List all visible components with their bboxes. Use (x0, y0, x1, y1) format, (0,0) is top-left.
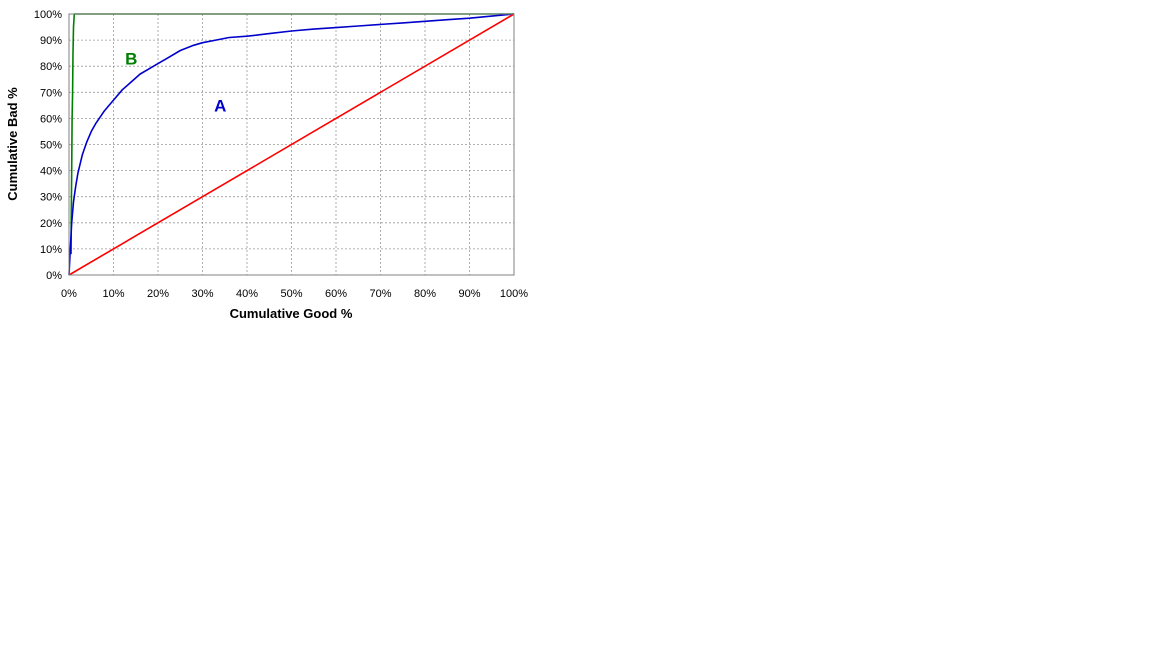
series-line-1 (68, 13, 515, 276)
y-tick-label: 40% (40, 166, 62, 178)
series-line-2 (68, 13, 515, 276)
y-tick-label: 100% (34, 9, 62, 21)
y-tick-label: 50% (40, 140, 62, 152)
x-tick-label: 30% (191, 288, 213, 300)
annotations: BA (125, 49, 226, 115)
y-tick-label: 0% (46, 270, 62, 282)
y-tick-label: 10% (40, 244, 62, 256)
x-tick-labels: 0% 10% 20% 30% 40% 50% 60% 70% 80% 90% 100% (61, 288, 528, 300)
y-tick-label: 60% (40, 113, 62, 125)
plot-border (68, 13, 515, 276)
x-tick-label: 70% (369, 288, 391, 300)
x-tick-label: 40% (236, 288, 258, 300)
x-tick-label: 60% (325, 288, 347, 300)
gridlines (69, 14, 514, 275)
x-tick-label: 90% (458, 288, 480, 300)
x-tick-label: 50% (280, 288, 302, 300)
y-tick-label: 20% (40, 218, 62, 230)
x-tick-label: 0% (61, 288, 77, 300)
y-tick-labels: 0% 10% 20% 30% 40% 50% 60% 70% 80% 90% 100% (34, 9, 62, 282)
annotation-b: B (125, 49, 137, 68)
x-tick-label: 10% (102, 288, 124, 300)
y-tick-label: 30% (40, 192, 62, 204)
annotation-a: A (214, 96, 226, 115)
y-axis-title: Cumulative Bad % (5, 87, 20, 201)
y-tick-label: 80% (40, 61, 62, 73)
y-tick-label: 70% (40, 87, 62, 99)
x-tick-label: 80% (414, 288, 436, 300)
y-tick-label: 90% (40, 35, 62, 47)
x-tick-label: 100% (500, 288, 528, 300)
roc-chart: 0% 10% 20% 30% 40% 50% 60% 70% 80% 90% 100% 0% 10% 2… (5, 9, 528, 321)
x-tick-label: 20% (147, 288, 169, 300)
x-axis-title: Cumulative Good % (230, 306, 353, 321)
